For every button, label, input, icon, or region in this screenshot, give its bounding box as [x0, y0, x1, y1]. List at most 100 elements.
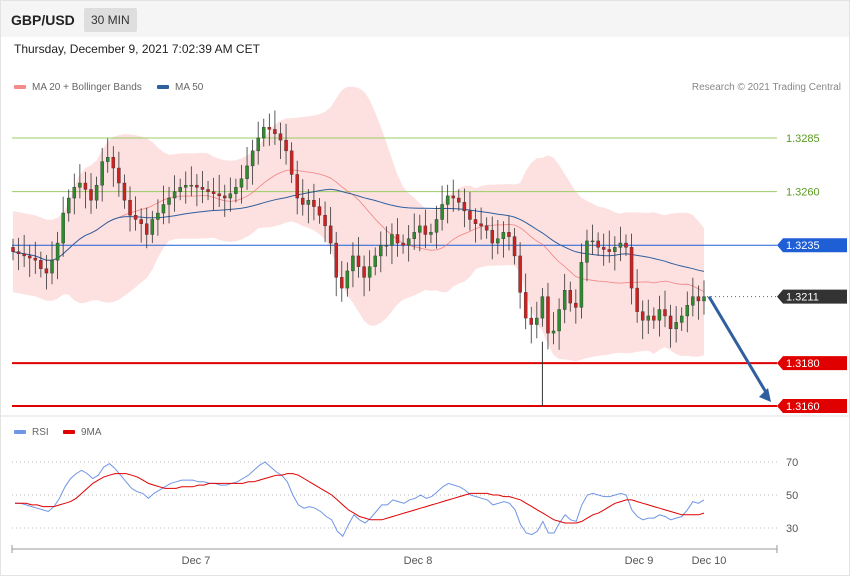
- rsi-tick-label: 30: [786, 523, 798, 535]
- candle-body: [150, 219, 155, 235]
- candle-body: [328, 225, 333, 244]
- candle-body: [652, 315, 656, 321]
- level-label-3: 1.3211: [786, 292, 819, 304]
- candle-body: [418, 225, 422, 233]
- candle-body: [663, 309, 667, 317]
- rsi-tick-label: 70: [786, 457, 798, 469]
- candle-body: [289, 150, 294, 175]
- rsi-ma-line: [15, 473, 705, 524]
- candle-body: [55, 242, 60, 261]
- ma50-swatch: [157, 85, 169, 90]
- legend-rsi-ma: 9MA: [63, 427, 102, 438]
- candle-body: [312, 199, 316, 207]
- rsi-line: [15, 461, 705, 538]
- bollinger-bands: [13, 86, 704, 362]
- candle-body: [306, 199, 311, 205]
- candle-body: [551, 330, 556, 334]
- candle-body: [445, 195, 450, 205]
- timestamp: Thursday, December 9, 2021 7:02:39 AM CE…: [14, 42, 260, 56]
- candle-body: [362, 266, 366, 278]
- candle-body: [501, 232, 506, 239]
- candle-body: [462, 202, 467, 212]
- candle-body: [557, 309, 561, 332]
- candle-body: [373, 255, 377, 267]
- ma-bb-swatch: [14, 85, 26, 90]
- legend-rsi: RSI: [14, 427, 49, 438]
- candle-body: [429, 232, 433, 235]
- candle-body: [546, 296, 550, 334]
- candle-body: [412, 232, 416, 239]
- candle-body: [390, 234, 394, 246]
- symbol-title: GBP/USD: [11, 12, 75, 28]
- candle-body: [484, 225, 489, 231]
- x-tick-label: Dec 8: [404, 555, 433, 567]
- candle-body: [579, 262, 584, 308]
- level-label-4: 1.3180: [786, 358, 820, 370]
- candle-body: [434, 219, 439, 233]
- candle-body: [273, 129, 277, 134]
- candle-body: [640, 311, 645, 321]
- legend-ma-bb: MA 20 + Bollinger Bands: [14, 82, 142, 93]
- level-tag-3: [777, 289, 847, 304]
- candle-body: [295, 174, 299, 199]
- candle-body: [66, 197, 71, 214]
- x-tick-label: Dec 10: [692, 555, 727, 567]
- candle-body: [44, 268, 49, 274]
- candle-body: [674, 322, 678, 330]
- copyright: Research © 2021 Trading Central: [691, 82, 841, 93]
- candle-body: [206, 189, 210, 192]
- candle-body: [457, 197, 461, 203]
- level-tag-4: [777, 356, 847, 371]
- level-label-2: 1.3235: [786, 240, 820, 252]
- candle-body: [22, 253, 26, 257]
- candle-body: [239, 178, 244, 188]
- candle-body: [395, 234, 400, 244]
- candle-body: [256, 137, 260, 152]
- candle-body: [161, 204, 166, 214]
- candle-body: [11, 247, 15, 252]
- candle-body: [423, 225, 428, 235]
- candle-body: [379, 244, 383, 257]
- timeframe-badge[interactable]: 30 MIN: [84, 8, 137, 32]
- candle-body: [245, 165, 249, 179]
- candle-body: [668, 315, 673, 330]
- candle-body: [228, 193, 233, 199]
- candle-body: [624, 242, 628, 248]
- candle-body: [100, 161, 104, 186]
- candle-body: [50, 260, 54, 274]
- candle-body: [83, 182, 88, 190]
- rsi-swatch: [14, 430, 26, 435]
- candle-body: [345, 270, 350, 289]
- candle-body: [356, 255, 361, 267]
- candle-body: [334, 242, 338, 278]
- candle-body: [122, 182, 127, 201]
- candle-body: [33, 257, 38, 261]
- rsi-ma-swatch: [63, 430, 75, 435]
- candle-body: [479, 223, 483, 227]
- candle-body: [89, 189, 93, 201]
- candle-body: [340, 277, 344, 289]
- candle-body: [267, 127, 272, 130]
- legend-ma-bb-label: MA 20 + Bollinger Bands: [32, 82, 142, 93]
- candle-body: [629, 247, 634, 289]
- candle-body: [145, 223, 149, 235]
- candle-body: [679, 315, 684, 323]
- candle-body: [117, 167, 121, 184]
- candle-body: [613, 247, 617, 252]
- candle-body: [262, 127, 266, 139]
- candle-body: [39, 260, 43, 269]
- legend-ma50: MA 50: [157, 82, 203, 93]
- legend-rsi-label: RSI: [32, 427, 49, 438]
- legend-rsi-ma-label: 9MA: [81, 427, 102, 438]
- candle-body: [601, 247, 606, 250]
- candle-body: [473, 219, 478, 224]
- candle-body: [106, 157, 110, 162]
- candle-body: [167, 197, 171, 205]
- candle-body: [657, 309, 662, 321]
- candle-body: [72, 187, 77, 199]
- candle-body: [535, 317, 539, 325]
- candle-body: [384, 244, 389, 247]
- legend-ma50-label: MA 50: [175, 82, 204, 93]
